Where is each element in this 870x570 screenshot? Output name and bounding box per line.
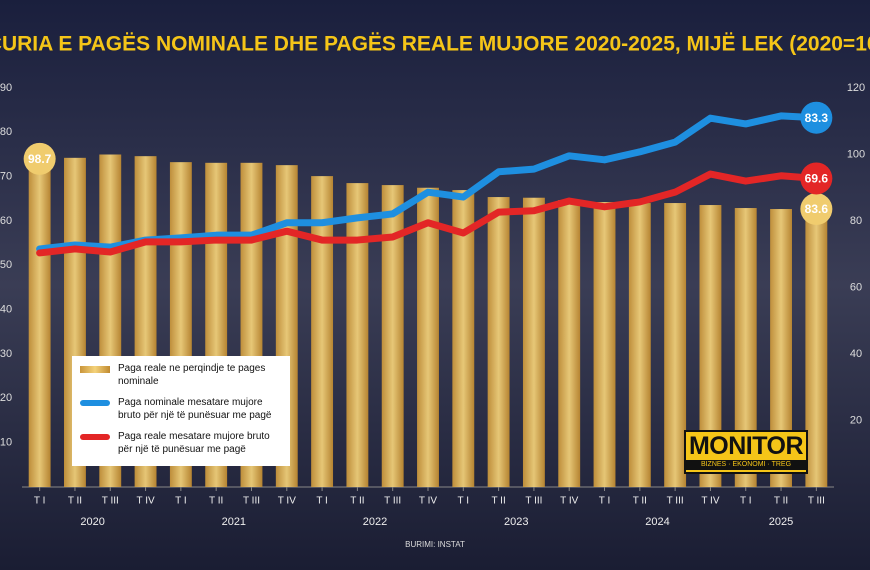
legend-label: Paga nominale mesatare mujore bruto për … [118,397,272,421]
y-tick-label: 70 [0,171,12,183]
x-tick-label: T I [740,496,751,507]
legend-label: Paga reale ne perqindje te pages nominal… [118,363,266,387]
x-tick-label: T IV [419,496,437,507]
legend: Paga reale ne perqindje te pages nominal… [72,356,290,466]
bar [628,203,651,488]
chart-title: ECURIA E PAGËS NOMINALE DHE PAGËS REALE … [0,33,870,56]
y-tick-label: 30 [0,348,12,360]
bar [346,183,369,487]
year-label: 2020 [80,516,104,528]
bar [699,205,722,488]
bar [558,200,581,488]
bar [452,190,475,487]
value-label-badge [800,193,833,226]
legend-swatch [80,434,110,440]
logo-tagline: BIZNES · EKONOMI · TREG [686,460,806,470]
year-label: 2024 [645,516,669,528]
x-tick-label: T III [808,496,825,507]
bar [734,208,757,487]
value-label: 98.7 [28,152,52,166]
bar [522,197,545,487]
year-label: 2023 [504,516,528,528]
legend-label: Paga reale mesatare mujore bruto për një… [118,431,270,455]
x-tick-label: T III [384,496,401,507]
value-label-badge [800,101,833,134]
y2-tick-label: 120 [847,82,865,94]
x-tick-label: T II [774,496,788,507]
y2-tick-label: 80 [850,215,862,227]
year-label: 2025 [769,516,793,528]
x-tick-label: T II [633,496,647,507]
source: BURIMI: INSTAT [405,540,465,549]
bar [28,158,51,487]
y2-tick-label: 100 [847,148,865,160]
bar [417,187,439,487]
x-tick-label: T III [667,496,684,507]
bar [487,197,510,487]
x-tick-label: T III [525,496,542,507]
bar [805,209,828,487]
y-tick-label: 90 [0,82,12,94]
year-label: 2021 [222,516,246,528]
x-tick-label: T I [599,496,610,507]
y2-tick-label: 40 [850,348,862,360]
legend-item: Paga nominale mesatare mujore bruto për … [80,396,282,422]
bar [664,203,687,488]
y2-tick-label: 60 [850,281,862,293]
bar [770,209,792,487]
value-label-badge [800,162,833,195]
logo-name: MONITOR [688,432,804,460]
y-tick-label: 40 [0,304,12,316]
x-tick-label: T IV [278,496,296,507]
x-tick-label: T II [209,496,223,507]
legend-item: Paga reale ne perqindje te pages nominal… [80,362,282,388]
x-tick-label: T I [458,496,469,507]
x-tick-label: T III [102,496,119,507]
value-label: 83.3 [805,111,829,125]
x-tick-label: T II [350,496,364,507]
legend-swatch [80,366,110,373]
y2-tick-label: 20 [850,414,862,426]
x-tick-label: T IV [560,496,578,507]
year-label: 2022 [363,516,387,528]
y-tick-label: 60 [0,215,12,227]
legend-item: Paga reale mesatare mujore bruto për një… [80,430,282,456]
x-tick-label: T IV [136,496,154,507]
logo: MONITOR BIZNES · EKONOMI · TREG [684,430,808,474]
bar [593,202,616,488]
value-label-badge [23,142,56,175]
bar [311,176,334,488]
value-label: 83.6 [805,202,829,216]
line [36,170,820,257]
y-tick-label: 20 [0,392,12,404]
x-tick-label: T I [34,496,45,507]
y-tick-label: 10 [0,437,12,449]
x-tick-label: T III [243,496,260,507]
legend-swatch [80,400,110,406]
value-label: 69.6 [805,172,829,186]
y-tick-label: 80 [0,126,12,138]
bar [381,185,404,487]
y-tick-label: 50 [0,259,12,271]
x-tick-label: T I [316,496,327,507]
x-tick-label: T I [175,496,186,507]
x-tick-label: T II [491,496,505,507]
x-tick-label: T IV [701,496,719,507]
x-tick-label: T II [68,496,82,507]
